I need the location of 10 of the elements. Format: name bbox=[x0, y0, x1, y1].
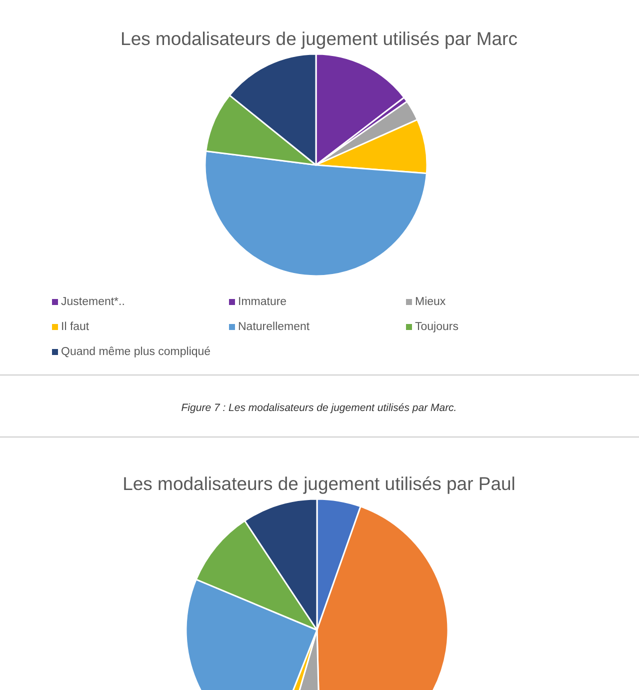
legend-label: Immature bbox=[238, 296, 287, 308]
legend-label: Naturellement bbox=[238, 321, 310, 333]
legend-label: Quand même plus compliqué bbox=[61, 346, 211, 358]
caption: Figure 7 : Les modalisateurs de jugement utilisés par Marc. bbox=[181, 402, 457, 414]
legend-label: Toujours bbox=[415, 321, 459, 333]
legend-label: Il faut bbox=[61, 321, 90, 333]
chart-title: Les modalisateurs de jugement utilisés par Marc bbox=[120, 28, 518, 49]
legend-label: Mieux bbox=[415, 296, 446, 308]
chart-title: Les modalisateurs de jugement utilisés par Paul bbox=[122, 473, 516, 494]
legend-label: Justement*.. bbox=[61, 296, 125, 308]
